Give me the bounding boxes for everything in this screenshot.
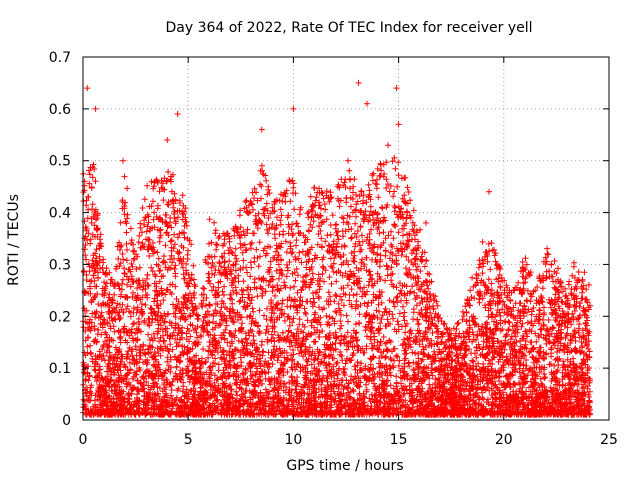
x-tick-label: 0 (79, 432, 88, 448)
y-tick-label: 0.6 (49, 102, 71, 118)
y-tick-label: 0.3 (49, 257, 71, 273)
y-tick-label: 0.1 (49, 361, 71, 377)
scatter-points-series (80, 154, 594, 418)
x-tick-label: 5 (184, 432, 193, 448)
grid (83, 57, 609, 420)
outlier-point (258, 126, 265, 133)
outlier-point (355, 79, 362, 86)
outlier-point (486, 188, 493, 195)
plot-frame (82, 56, 610, 421)
axis-ticks: 0 5 10 15 20 25 0 0.1 0.2 0.3 0.4 0.5 0.6 0.7 (49, 50, 618, 448)
outlier-point (290, 105, 297, 112)
x-axis-label: GPS time / hours (286, 458, 403, 474)
y-tick-label: 0.4 (49, 206, 71, 222)
outlier-point (345, 157, 352, 164)
outlier-point (395, 121, 402, 128)
outlier-point (364, 100, 370, 107)
outlier-point (423, 219, 429, 226)
x-tick-label: 25 (600, 432, 618, 448)
y-tick-label: 0.7 (49, 50, 71, 66)
outlier-point (164, 137, 171, 143)
y-tick-label: 0.5 (49, 154, 71, 170)
outlier-point (92, 105, 99, 112)
y-tick-label: 0.2 (49, 309, 71, 325)
outlier-point (174, 111, 181, 117)
outlier-point (385, 142, 392, 149)
outlier-point (120, 157, 126, 164)
outlier-point (393, 85, 400, 92)
outlier-point (84, 85, 91, 92)
chart-title: Day 364 of 2022, Rate Of TEC Index for r… (165, 20, 532, 36)
y-tick-label: 0 (62, 413, 71, 429)
y-axis-label: ROTI / TECUs (6, 194, 22, 286)
x-tick-label: 20 (495, 432, 513, 448)
x-tick-label: 15 (390, 432, 408, 448)
x-tick-label: 10 (284, 432, 302, 448)
data-points (80, 79, 594, 418)
